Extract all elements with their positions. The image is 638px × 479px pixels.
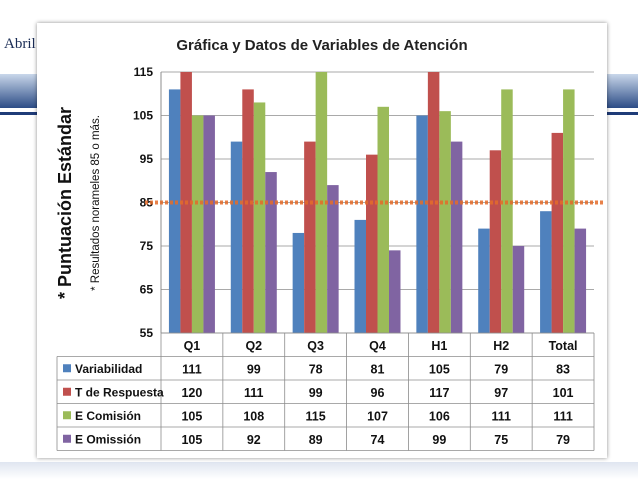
data-label: 99	[432, 433, 446, 447]
data-label: 79	[556, 433, 570, 447]
bar-variabilidad-q3	[292, 232, 305, 333]
bar-e-omissi-n-q4	[389, 250, 401, 333]
data-label: 78	[309, 362, 323, 376]
legend-label: T de Respuesta	[75, 385, 164, 399]
bar-e-comisi-n-total	[563, 89, 575, 334]
y-tick-label: 75	[140, 239, 154, 253]
category-label: Q3	[307, 339, 324, 353]
data-label: 92	[247, 433, 261, 447]
bar-e-omissi-n-q3	[327, 185, 339, 333]
legend-swatch	[63, 387, 71, 396]
y-tick-label: 115	[134, 65, 154, 79]
data-label: 97	[494, 386, 508, 400]
chart-title: Gráfica y Datos de Variables de Atención	[176, 37, 467, 54]
data-label: 111	[182, 362, 202, 376]
data-label: 74	[371, 433, 385, 447]
data-label: 108	[243, 409, 264, 423]
legend-label: E Comisión	[75, 409, 141, 423]
data-label: 83	[556, 362, 570, 376]
legend-swatch	[63, 364, 71, 373]
data-label: 111	[491, 409, 511, 423]
bar-e-comisi-n-q2	[253, 102, 266, 333]
data-label: 99	[309, 386, 323, 400]
bar-e-omissi-n-h1	[450, 141, 463, 333]
category-label: Q4	[369, 339, 386, 353]
bar-variabilidad-total	[540, 211, 552, 333]
bar-t-de-respuesta-h1	[427, 72, 440, 333]
bar-t-de-respuesta-q4	[366, 154, 378, 333]
data-label: 96	[371, 386, 385, 400]
category-label: Q1	[184, 339, 201, 353]
data-label: 106	[429, 409, 450, 423]
bar-t-de-respuesta-h2	[489, 150, 502, 333]
bar-variabilidad-q2	[230, 141, 243, 333]
data-label: 107	[367, 409, 388, 423]
category-label: Q2	[245, 339, 262, 353]
data-label: 81	[371, 362, 385, 376]
bar-e-comisi-n-h1	[439, 111, 451, 334]
data-label: 117	[429, 386, 449, 400]
legend-swatch	[63, 411, 71, 420]
bar-variabilidad-q1	[168, 89, 181, 334]
legend-swatch	[63, 434, 71, 443]
bar-e-comisi-n-h2	[501, 89, 513, 334]
data-label: 111	[244, 386, 264, 400]
y-tick-label: 55	[140, 326, 154, 340]
bar-e-omissi-n-q1	[203, 115, 215, 333]
data-label: 105	[181, 409, 202, 423]
bar-e-comisi-n-q4	[377, 106, 389, 333]
footer-band	[0, 462, 638, 479]
bar-t-de-respuesta-q2	[242, 89, 254, 334]
data-label: 105	[429, 362, 450, 376]
bar-e-comisi-n-q1	[191, 115, 204, 333]
bar-variabilidad-q4	[354, 219, 366, 333]
y-axis-note: * Resultados norameles 85 o más.	[90, 115, 102, 291]
chart-panel: Gráfica y Datos de Variables de Atención…	[37, 23, 607, 458]
data-label: 101	[553, 386, 574, 400]
y-tick-label: 105	[133, 109, 153, 123]
data-label: 99	[247, 362, 261, 376]
data-label: 120	[181, 386, 202, 400]
bar-e-omissi-n-total	[574, 228, 587, 333]
y-tick-label: 65	[140, 283, 154, 297]
data-label: 79	[494, 362, 508, 376]
legend-label: E Omissión	[75, 432, 141, 446]
y-axis-label: * Puntuación Estándar	[55, 107, 75, 299]
bar-variabilidad-h1	[416, 115, 428, 333]
category-label: H1	[431, 339, 447, 353]
data-label: 111	[553, 409, 573, 423]
bar-e-omissi-n-q2	[265, 172, 277, 333]
data-label: 89	[309, 433, 323, 447]
chart: Gráfica y Datos de Variables de Atención…	[55, 37, 603, 451]
bar-t-de-respuesta-q3	[304, 141, 316, 333]
y-tick-label: 95	[140, 152, 154, 166]
data-label: 115	[306, 409, 326, 423]
data-label: 105	[181, 433, 202, 447]
category-label: H2	[493, 339, 509, 353]
category-label: Total	[549, 339, 578, 353]
bar-e-omissi-n-h2	[512, 246, 525, 333]
bar-t-de-respuesta-total	[551, 132, 564, 333]
legend-label: Variabilidad	[75, 362, 142, 376]
bar-variabilidad-h2	[478, 228, 490, 333]
data-label: 75	[494, 433, 508, 447]
